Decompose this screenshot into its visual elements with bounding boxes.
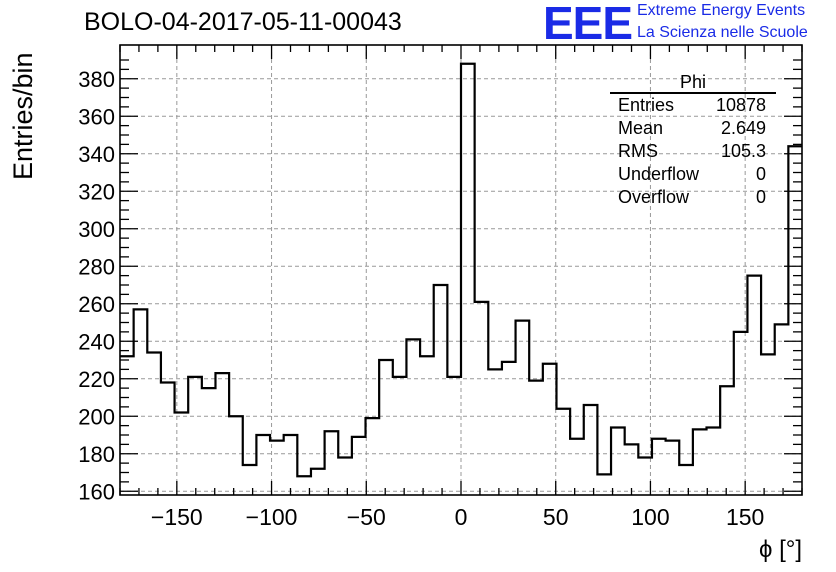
x-tick-label: 150 (726, 504, 764, 530)
stats-label: Mean (618, 118, 664, 138)
stats-value: 105.3 (720, 141, 766, 161)
y-tick-labels: 160 180 200 220 240 260 280 300 320 340 360 380 (78, 67, 115, 505)
y-tick-label: 180 (78, 442, 115, 467)
y-tick-label: 340 (78, 142, 115, 167)
stats-label: RMS (618, 141, 658, 161)
stats-box: Phi Entries 10878 Mean 2.649 RMS 105.3 U… (610, 72, 776, 209)
y-tick-label: 380 (78, 67, 115, 92)
eee-logo: EEE (543, 0, 633, 49)
x-tick-labels: −150 −100 −50 0 50 100 150 (151, 504, 764, 530)
y-tick-label: 300 (78, 217, 115, 242)
logo-line-1: Extreme Energy Events (637, 2, 806, 19)
stats-row: Overflow 0 (610, 186, 776, 209)
y-tick-label: 240 (78, 329, 115, 354)
stats-value: 10878 (715, 95, 766, 115)
x-tick-label: 50 (543, 504, 569, 530)
y-tick-label: 220 (78, 367, 115, 392)
stats-title: Phi (610, 72, 776, 94)
y-tick-label: 200 (78, 404, 115, 429)
axis-ticks (119, 45, 803, 495)
stats-value: 2.649 (720, 118, 766, 138)
stats-row: RMS 105.3 (610, 140, 776, 163)
stats-label: Overflow (618, 187, 690, 207)
stats-label: Entries (618, 95, 675, 115)
x-axis-label: ϕ [°] (758, 536, 802, 563)
y-tick-label: 260 (78, 292, 115, 317)
x-tick-label: −50 (347, 504, 386, 530)
stats-value: 0 (755, 164, 766, 184)
stats-row: Entries 10878 (610, 94, 776, 117)
logo-line-2: La Scienza nelle Scuole (637, 24, 808, 41)
y-tick-label: 320 (78, 179, 115, 204)
y-tick-label: 280 (78, 254, 115, 279)
x-tick-label: 0 (455, 504, 468, 530)
y-axis-label: Entries/bin (8, 52, 38, 180)
stats-row: Mean 2.649 (610, 117, 776, 140)
stats-row: Underflow 0 (610, 163, 776, 186)
x-tick-label: 100 (631, 504, 669, 530)
x-tick-label: −100 (246, 504, 298, 530)
stats-value: 0 (755, 187, 766, 207)
x-tick-label: −150 (151, 504, 203, 530)
histogram-line (120, 62, 802, 478)
stats-label: Underflow (618, 164, 700, 184)
y-tick-label: 160 (78, 479, 115, 504)
y-tick-label: 360 (78, 104, 115, 129)
chart-title: BOLO-04-2017-05-11-00043 (84, 8, 402, 36)
